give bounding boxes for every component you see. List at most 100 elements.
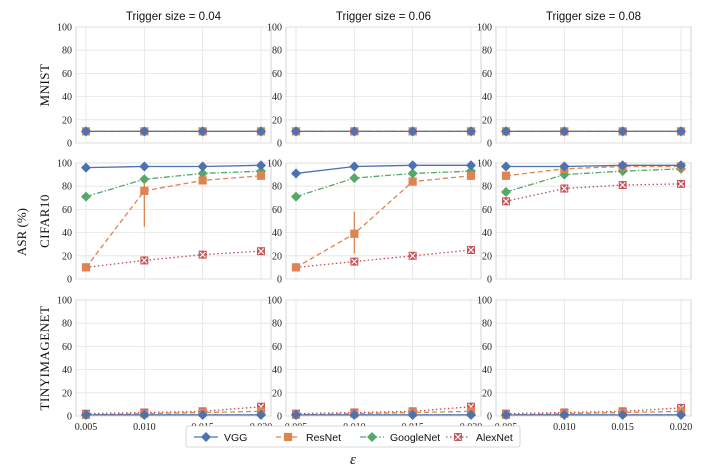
legend-marker-alexnet [454,433,462,441]
y-tick-label: 0 [277,139,282,150]
data-point-vgg [500,409,512,420]
data-point-vgg [255,160,267,171]
data-point-alexnet [408,251,417,260]
y-tick-label: 80 [62,319,72,330]
y-tick-label: 60 [62,205,72,216]
data-point-vgg [80,409,92,420]
y-axis-label: ASR (%) [14,208,29,256]
y-tick-label: 80 [482,182,492,193]
data-point-vgg [290,126,302,137]
data-point-alexnet-cross [561,185,568,192]
data-point-resnet [466,171,476,180]
data-point-vgg [559,409,570,420]
y-tick-label: 100 [57,296,72,307]
data-point-alexnet-cross [467,246,475,254]
y-tick-label: 20 [272,115,282,126]
panels: 0 20 40 60 80 100 0 20 40 60 80 100 0 20 40 60 80 100 0 20 4… [57,23,692,423]
x-tick-label: 0.010 [133,422,156,433]
legend-label-resnet: ResNet [306,432,341,444]
row-label-1: CIFAR10 [37,194,52,248]
panel-frame [75,162,272,280]
data-point-vgg [80,162,92,173]
series-line-alexnet [85,406,262,415]
column-title-0: Trigger size = 0.04 [126,11,222,23]
data-point-vgg [290,409,302,420]
y-tick-label: 60 [62,69,72,80]
data-point-vgg [139,409,150,420]
data-point-vgg [349,126,360,137]
y-tick-label: 100 [477,23,492,34]
y-tick-label: 80 [482,319,492,330]
data-point-vgg [290,168,302,179]
data-point-vgg [197,161,208,172]
y-tick-label: 80 [272,182,282,193]
series-group-r2-c0 [80,402,267,420]
legend-frame [185,425,521,448]
y-tick-label: 20 [482,115,492,126]
data-point-vgg [80,126,92,137]
y-tick-label: 100 [267,296,282,307]
data-point-alexnet [618,181,627,190]
data-point-alexnet-cross [619,181,626,189]
y-tick-label: 60 [482,205,492,216]
panel-r1-c0: 0 20 40 60 80 100 [57,159,272,286]
legend: VGG ResNet GoogleNet AlexNet [185,425,521,448]
legend-item-alexnet: AlexNet [446,432,513,444]
data-point-vgg [500,161,512,172]
series-line-resnet [85,410,262,416]
panel-r2-c0: 0 20 40 60 80 100 [57,296,272,423]
y-tick-label: 40 [482,365,492,376]
data-point-googlenet [80,191,92,202]
data-point-vgg [559,161,570,172]
series-line-resnet [505,410,682,416]
data-point-resnet [408,177,417,186]
y-tick-label: 100 [57,23,72,34]
panel-frame [285,162,482,280]
data-point-alexnet-cross [199,251,206,258]
data-point-vgg [139,161,150,172]
x-tick-label: 0.020 [670,422,693,433]
data-point-vgg [675,160,687,171]
y-tick-label: 40 [482,92,492,103]
data-point-alexnet-cross [502,198,510,205]
data-point-resnet [291,263,301,272]
data-point-vgg [407,409,418,420]
data-point-googlenet [349,173,360,184]
y-tick-label: 40 [272,365,282,376]
panel-r0-c1: 0 20 40 60 80 100 [267,23,482,150]
y-tick-label: 20 [272,251,282,262]
series-group-r2-c2 [500,403,687,420]
y-tick-label: 20 [482,388,492,399]
data-point-alexnet-cross [409,252,416,259]
series-line-alexnet [85,250,262,269]
y-tick-label: 100 [57,159,72,170]
panel-frame [495,162,692,280]
y-tick-label: 60 [272,342,282,353]
y-tick-label: 100 [477,159,492,170]
series-line-vgg [506,164,681,168]
legend-label-vgg: VGG [224,432,247,444]
data-point-vgg [617,160,628,171]
data-point-resnet [198,176,207,185]
legend-item-googlenet: GoogleNet [360,431,440,444]
series-line-vgg [295,164,471,175]
series-group-r0-c1 [290,126,477,137]
data-point-vgg [617,409,628,420]
data-point-alexnet-cross [257,247,265,255]
panel-frame [285,299,482,417]
x-axis-label: ε [350,452,356,468]
y-tick-label: 0 [487,275,492,286]
legend-marker-googlenet [366,431,378,443]
y-tick-label: 80 [482,46,492,57]
legend-item-resnet: ResNet [276,432,341,444]
y-tick-label: 60 [482,69,492,80]
x-tick-label: 0.010 [553,422,576,433]
y-tick-label: 60 [62,342,72,353]
data-point-vgg [617,126,628,137]
data-point-alexnet [350,257,359,266]
data-point-googlenet [500,186,512,198]
data-point-alexnet [140,256,149,265]
data-point-vgg [500,126,512,137]
data-point-vgg [559,126,570,137]
